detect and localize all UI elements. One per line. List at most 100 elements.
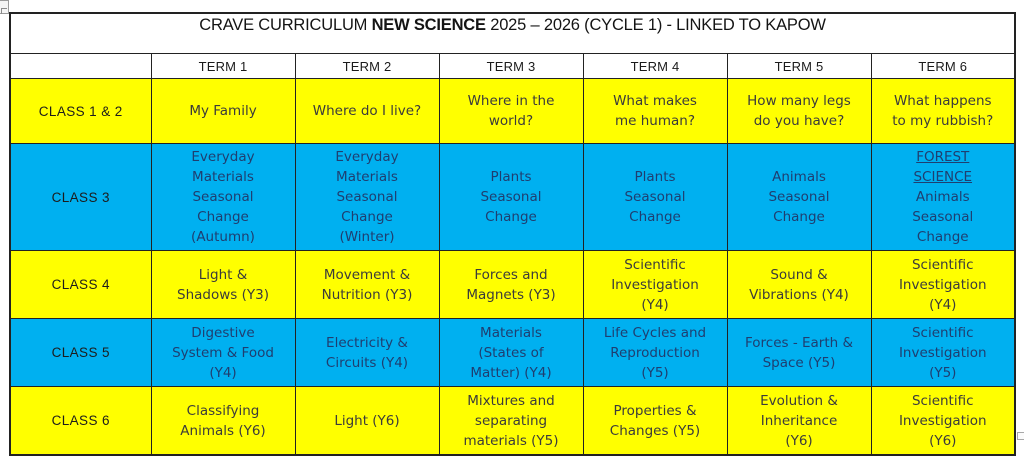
cell-line: (Y4) [209,364,237,381]
cell-line: Mixtures and [467,392,555,409]
cell-line: Electricity & [326,334,408,351]
term-header-4: TERM 4 [582,53,728,79]
cell-line: Life Cycles and [603,324,707,341]
cell-line: Seasonal [336,189,398,205]
term-header-6: TERM 6 [870,53,1016,79]
curriculum-cell: Properties & Changes (Y5) [582,386,728,456]
curriculum-table: CRAVE CURRICULUM NEW SCIENCE 2025 – 2026… [9,12,1016,456]
table-title: CRAVE CURRICULUM NEW SCIENCE 2025 – 2026… [9,12,1016,54]
cell-line: Seasonal [768,189,830,205]
cell-line: Investigation [898,276,987,293]
cell-line: Everyday [335,149,399,165]
cell-line: Inheritance [760,412,838,429]
cell-line: Where do I live? [312,103,422,119]
cell-line: Change [629,209,681,225]
curriculum-cell: Sound & Vibrations (Y4) [726,250,872,319]
curriculum-cell: Materials (States of Matter) (Y4) [438,318,584,387]
table-row: CLASS 1 & 2 My Family Where do I live? Wher… [9,78,1016,144]
cell-line: me human? [614,113,695,129]
cell-line: (Winter) [339,229,395,245]
cell-line: Evolution & [760,392,838,409]
cell-line: separating [474,412,548,429]
term-header-3: TERM 3 [438,53,584,79]
table-resize-handle[interactable] [1017,432,1024,440]
curriculum-cell: Classifying Animals (Y6) [150,386,296,456]
term-header-1: TERM 1 [150,53,296,79]
cell-line: (Y5) [641,364,669,381]
table-move-handle[interactable] [0,0,9,14]
header-row: TERM 1 TERM 2 TERM 3 TERM 4 TERM 5 TERM 6 [9,53,1016,79]
curriculum-cell: FOREST SCIENCE Animals Seasonal Change [870,143,1016,251]
curriculum-cell: Where in the world? [438,78,584,144]
curriculum-cell: My Family [150,78,296,144]
cell-line: (Y4) [641,296,669,313]
table-body: CLASS 1 & 2 My Family Where do I live? Wher… [9,78,1016,456]
cell-line: Where in the [467,93,555,109]
cell-line: (Y5) [929,364,957,381]
cell-line: Plants [634,169,676,185]
table-row: CLASS 5 Digestive System & Food (Y4) Electri… [9,318,1016,387]
curriculum-cell: Where do I live? [294,78,440,144]
cell-line: Nutrition (Y3) [321,286,413,303]
cell-line: Materials [480,324,542,341]
curriculum-cell: What happens to my rubbish? [870,78,1016,144]
cell-line: Everyday [191,149,255,165]
curriculum-cell: Electricity & Circuits (Y4) [294,318,440,387]
curriculum-cell: Evolution & Inheritance (Y6) [726,386,872,456]
class-label: CLASS 6 [9,386,152,456]
title-row: CRAVE CURRICULUM NEW SCIENCE 2025 – 2026… [9,12,1016,54]
cell-line: Scientific [911,256,974,273]
cell-line: Movement & [323,266,411,283]
cell-line: Forces - Earth & [744,334,854,351]
curriculum-cell: Everyday Materials Seasonal Change (Autumn) [150,143,296,251]
cell-line: Investigation [898,344,987,361]
cell-line: What makes [613,93,697,109]
cell-line: Seasonal [624,189,686,205]
title-bold: NEW SCIENCE [371,16,486,34]
cell-line: (States of [478,344,544,361]
cell-line: Investigation [611,276,699,293]
curriculum-cell: Scientific Investigation (Y5) [870,318,1016,387]
cell-line: Matter) (Y4) [470,364,552,381]
cell-line: Classifying [186,402,260,419]
curriculum-cell: Scientific Investigation (Y4) [582,250,728,319]
cell-line: Scientific [911,392,974,409]
cell-line: My Family [189,103,257,119]
cell-line: Light & [198,266,248,283]
cell-line: Sound & [770,266,828,283]
cell-line: Seasonal [480,189,542,205]
corner-cell [9,53,152,79]
cell-line: Digestive [191,324,255,341]
cell-line: Change [916,229,969,245]
class-label: CLASS 3 [9,143,152,251]
cell-line: Scientific [624,256,686,273]
cell-line: What happens [893,93,992,109]
cell-line: (Y4) [929,296,957,313]
cell-line: SCIENCE [913,169,973,185]
curriculum-cell: Plants Seasonal Change [582,143,728,251]
curriculum-cell: Light (Y6) [294,386,440,456]
cell-line: Magnets (Y3) [466,286,556,303]
curriculum-cell: Digestive System & Food (Y4) [150,318,296,387]
cell-line: System & Food [172,344,274,361]
table-row: CLASS 3 Everyday Materials Seasonal Change (A… [9,143,1016,251]
class-label: CLASS 4 [9,250,152,319]
cell-line: Forces and [474,266,548,283]
cell-line: Change [773,209,825,225]
curriculum-cell: Plants Seasonal Change [438,143,584,251]
title-prefix: CRAVE CURRICULUM [199,16,372,34]
curriculum-cell: Scientific Investigation (Y4) [870,250,1016,319]
cell-line: Materials [192,169,254,185]
curriculum-cell: How many legs do you have? [726,78,872,144]
cell-line: Animals [915,189,970,205]
cell-line: Seasonal [912,209,974,225]
cell-line: world? [488,113,534,129]
curriculum-cell: Scientific Investigation (Y6) [870,386,1016,456]
table-row: CLASS 6 Classifying Animals (Y6) Light (Y6)… [9,386,1016,456]
cell-line: Circuits (Y4) [325,354,409,371]
term-header-2: TERM 2 [294,53,440,79]
curriculum-cell: Life Cycles and Reproduction (Y5) [582,318,728,387]
cell-line: FOREST [916,149,970,165]
cell-line: Change [197,209,249,225]
cell-line: Shadows (Y3) [177,286,269,303]
